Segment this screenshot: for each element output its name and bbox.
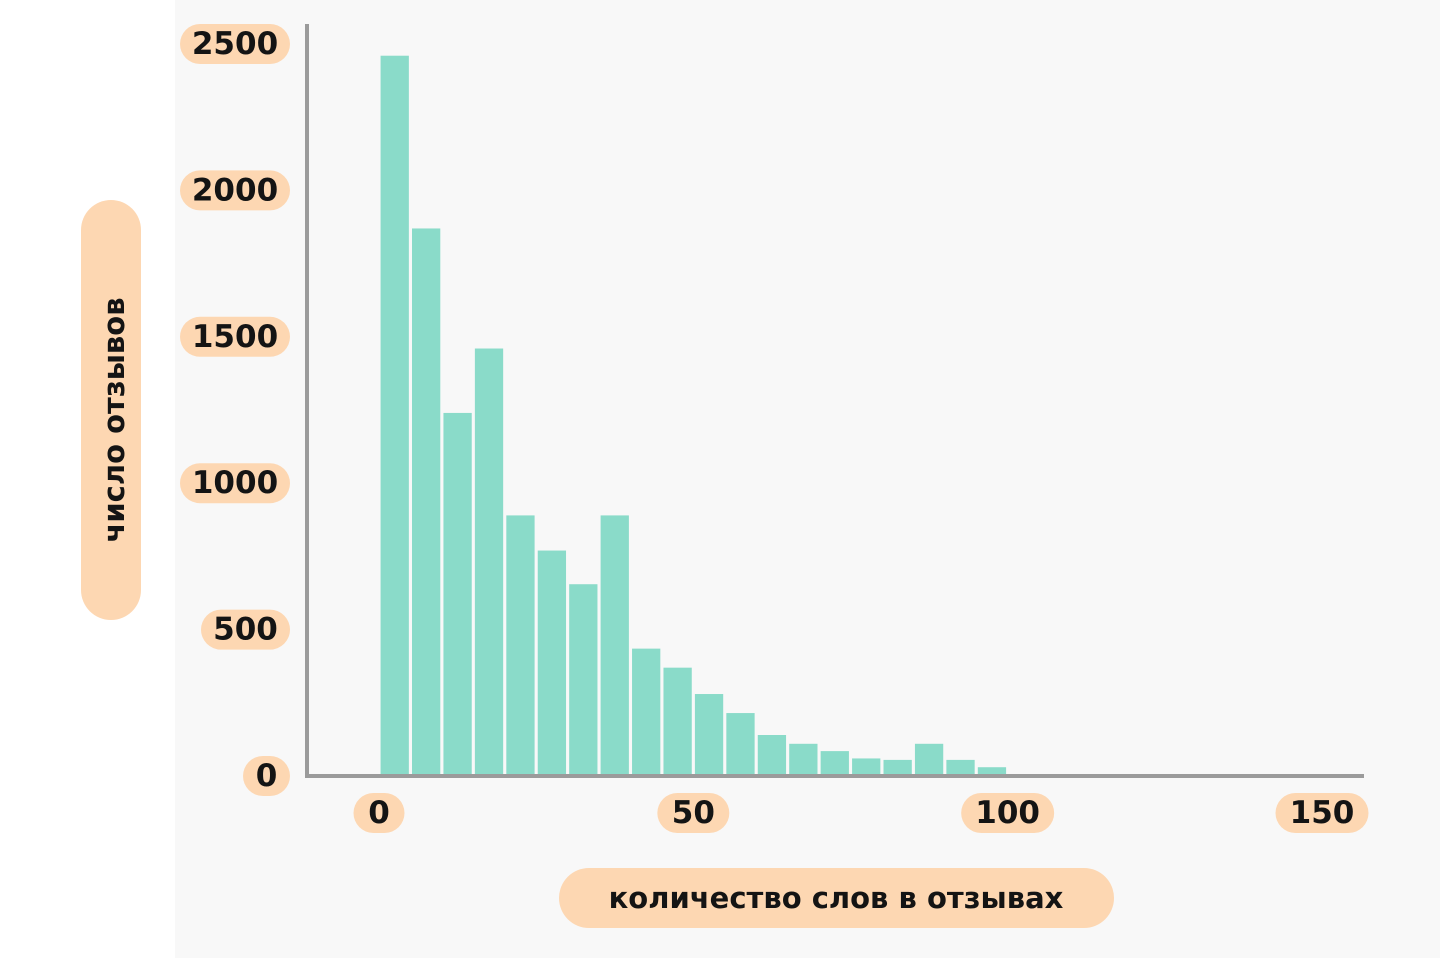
histogram-bar: [789, 743, 818, 776]
y-tick: 1000: [180, 463, 290, 504]
x-tick-pill: [353, 793, 405, 833]
histogram-bar: [726, 713, 755, 776]
y-tick: 2500: [180, 24, 290, 64]
x-tick: 100: [961, 793, 1055, 833]
x-tick-label: 50: [672, 795, 715, 831]
y-tick: 1500: [180, 316, 290, 357]
histogram-bar: [600, 515, 629, 776]
histogram-bar: [883, 759, 912, 776]
histogram-bar: [443, 412, 472, 776]
histogram-bar: [537, 550, 567, 776]
y-tick-pill: [180, 316, 290, 357]
histogram-bar: [914, 743, 944, 776]
y-tick-pill: [180, 170, 290, 211]
histogram-bar: [852, 758, 881, 776]
x-tick: 50: [657, 793, 730, 833]
histogram-bar: [380, 55, 409, 777]
y-tick: 0: [243, 756, 290, 796]
y-tick: 500: [201, 609, 290, 650]
y-tick-label: 2000: [192, 172, 278, 208]
histogram-bar: [977, 767, 1007, 776]
y-tick-pill: [201, 609, 290, 650]
x-tick-pill: [961, 793, 1055, 833]
y-tick-labels: 0 500 1000 1500 2000 2500: [180, 24, 290, 796]
histogram-bar: [757, 735, 787, 776]
y-tick-label: 2500: [192, 26, 278, 62]
x-tick-labels: 0 50 100 150: [353, 793, 1369, 833]
y-tick-pill: [180, 463, 290, 504]
x-tick-pill: [1275, 793, 1369, 833]
y-tick-pill: [180, 24, 290, 64]
y-axis-label-text: число отзывов: [97, 297, 131, 542]
y-axis-label: число отзывов: [81, 200, 141, 620]
histogram-bar: [569, 584, 598, 776]
y-tick-label: 1500: [192, 319, 278, 355]
histogram-bar: [474, 348, 504, 776]
histogram-bar: [946, 759, 975, 776]
y-tick-label: 0: [256, 758, 278, 794]
histogram-bar: [663, 667, 692, 776]
y-tick: 2000: [180, 170, 290, 211]
x-tick: 150: [1275, 793, 1369, 833]
bars-group: [380, 55, 1007, 777]
histogram-bar: [694, 694, 724, 776]
y-tick-pill: [243, 756, 290, 796]
x-tick-label: 0: [368, 795, 390, 831]
y-tick-label: 1000: [192, 465, 278, 501]
histogram-bar: [820, 751, 849, 776]
x-tick: 0: [353, 793, 405, 833]
histogram-bar: [506, 515, 535, 776]
x-tick-label: 100: [975, 795, 1040, 831]
x-tick-pill: [657, 793, 730, 833]
y-axis-label-pill: [81, 200, 141, 620]
histogram-bar: [632, 648, 661, 776]
y-tick-label: 500: [213, 612, 278, 648]
x-tick-label: 150: [1290, 795, 1355, 831]
x-axis-label: количество слов в отзывах: [559, 868, 1114, 928]
x-axis-label-text: количество слов в отзывах: [609, 881, 1064, 915]
histogram-bar: [412, 228, 441, 777]
x-axis-label-pill: [559, 868, 1114, 928]
